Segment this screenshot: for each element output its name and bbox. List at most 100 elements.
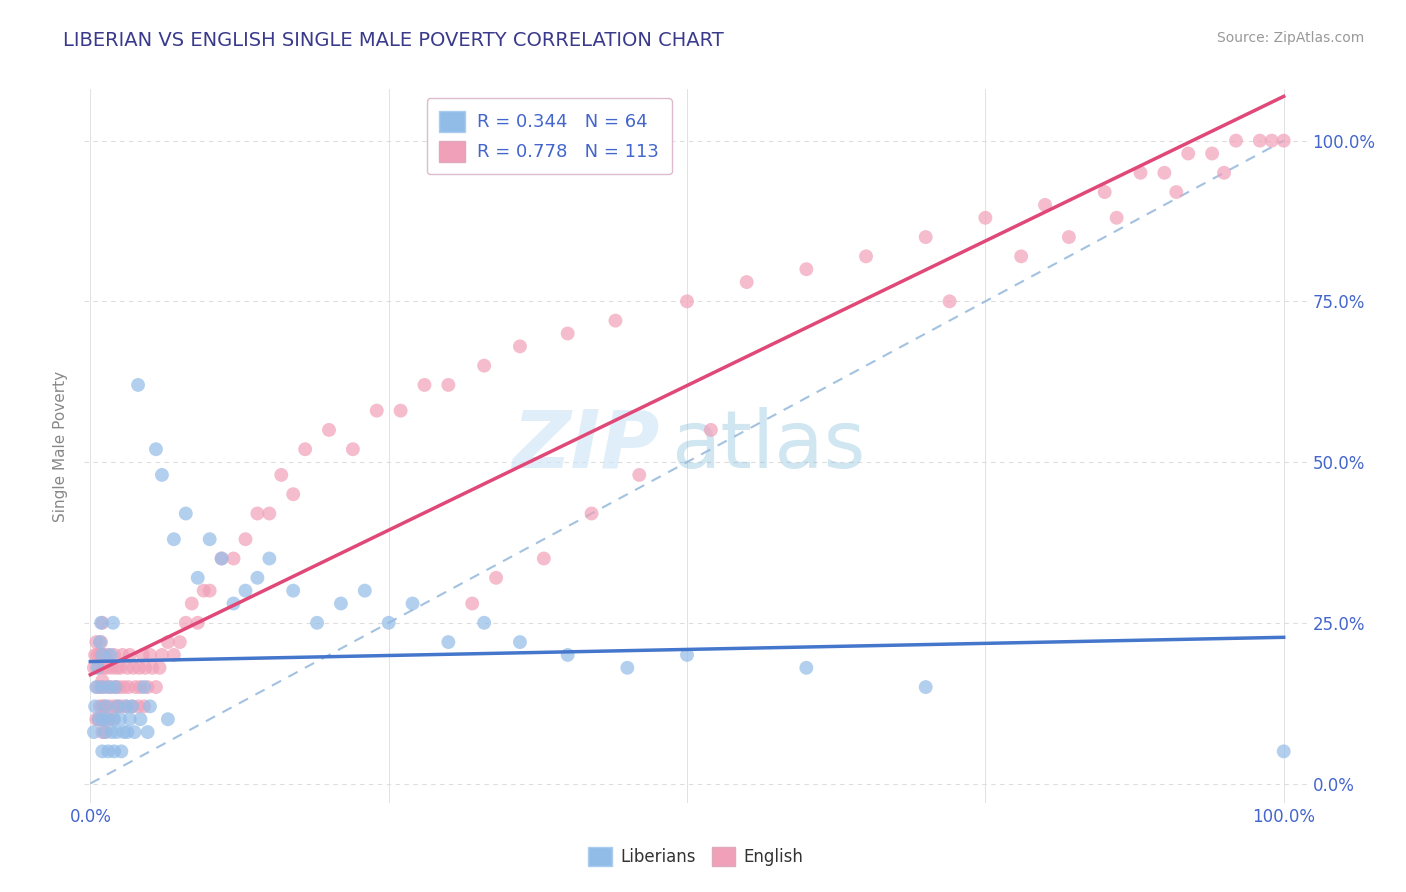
Point [90, 680, 112, 694]
Point [104, 680, 127, 694]
Point [1129, 166, 1152, 180]
Point [93, 648, 115, 662]
Point [307, 615, 329, 630]
Point [139, 699, 162, 714]
Point [222, 597, 245, 611]
Point [136, 680, 159, 694]
Point [94, 699, 117, 714]
Point [1153, 166, 1175, 180]
Point [93, 661, 115, 675]
Point [118, 648, 141, 662]
Point [101, 712, 124, 726]
Point [127, 378, 149, 392]
Point [104, 680, 127, 694]
Point [91, 712, 114, 726]
Point [187, 571, 209, 585]
Point [91, 648, 114, 662]
Point [84, 680, 107, 694]
Point [87, 661, 110, 675]
Point [115, 699, 138, 714]
Point [132, 648, 155, 662]
Point [1105, 211, 1128, 225]
Point [105, 725, 128, 739]
Point [1201, 146, 1223, 161]
Point [83, 661, 105, 675]
Point [84, 648, 107, 662]
Point [145, 442, 167, 457]
Point [1033, 198, 1056, 212]
Point [174, 615, 197, 630]
Point [105, 661, 128, 675]
Point [472, 359, 495, 373]
Point [97, 648, 120, 662]
Point [533, 551, 555, 566]
Point [112, 680, 135, 694]
Point [86, 648, 108, 662]
Point [676, 648, 699, 662]
Point [150, 648, 173, 662]
Point [1225, 134, 1247, 148]
Point [124, 725, 146, 739]
Point [193, 583, 215, 598]
Point [259, 507, 281, 521]
Point [1213, 166, 1236, 180]
Point [211, 551, 233, 566]
Point [110, 699, 132, 714]
Point [141, 661, 163, 675]
Point [84, 635, 107, 649]
Point [122, 661, 145, 675]
Point [103, 744, 125, 758]
Point [132, 680, 155, 694]
Point [118, 712, 141, 726]
Point [117, 680, 139, 694]
Point [156, 635, 179, 649]
Point [156, 712, 179, 726]
Point [91, 744, 114, 758]
Point [112, 725, 135, 739]
Point [101, 725, 124, 739]
Point [628, 467, 651, 482]
Point [329, 597, 352, 611]
Point [914, 230, 936, 244]
Point [938, 294, 960, 309]
Point [84, 699, 107, 714]
Point [1177, 146, 1199, 161]
Point [91, 699, 114, 714]
Point [91, 648, 114, 662]
Point [98, 680, 121, 694]
Point [103, 712, 125, 726]
Point [1272, 744, 1295, 758]
Point [796, 262, 818, 277]
Point [914, 680, 936, 694]
Point [101, 615, 124, 630]
Point [129, 680, 152, 694]
Point [342, 442, 364, 457]
Point [90, 615, 112, 630]
Point [1166, 185, 1188, 199]
Point [222, 551, 245, 566]
Point [437, 378, 460, 392]
Point [103, 699, 125, 714]
Point [83, 725, 105, 739]
Point [187, 615, 209, 630]
Point [128, 661, 150, 675]
Point [377, 615, 399, 630]
Point [90, 635, 112, 649]
Point [974, 211, 997, 225]
Point [616, 661, 638, 675]
Point [115, 699, 138, 714]
Point [136, 725, 159, 739]
Point [134, 661, 156, 675]
Point [100, 680, 122, 694]
Point [93, 699, 115, 714]
Point [796, 661, 818, 675]
Point [700, 423, 723, 437]
Point [108, 712, 131, 726]
Text: LIBERIAN VS ENGLISH SINGLE MALE POVERTY CORRELATION CHART: LIBERIAN VS ENGLISH SINGLE MALE POVERTY … [63, 31, 724, 50]
Point [246, 571, 269, 585]
Point [91, 725, 114, 739]
Point [180, 597, 202, 611]
Point [107, 699, 129, 714]
Point [89, 635, 111, 649]
Point [235, 583, 257, 598]
